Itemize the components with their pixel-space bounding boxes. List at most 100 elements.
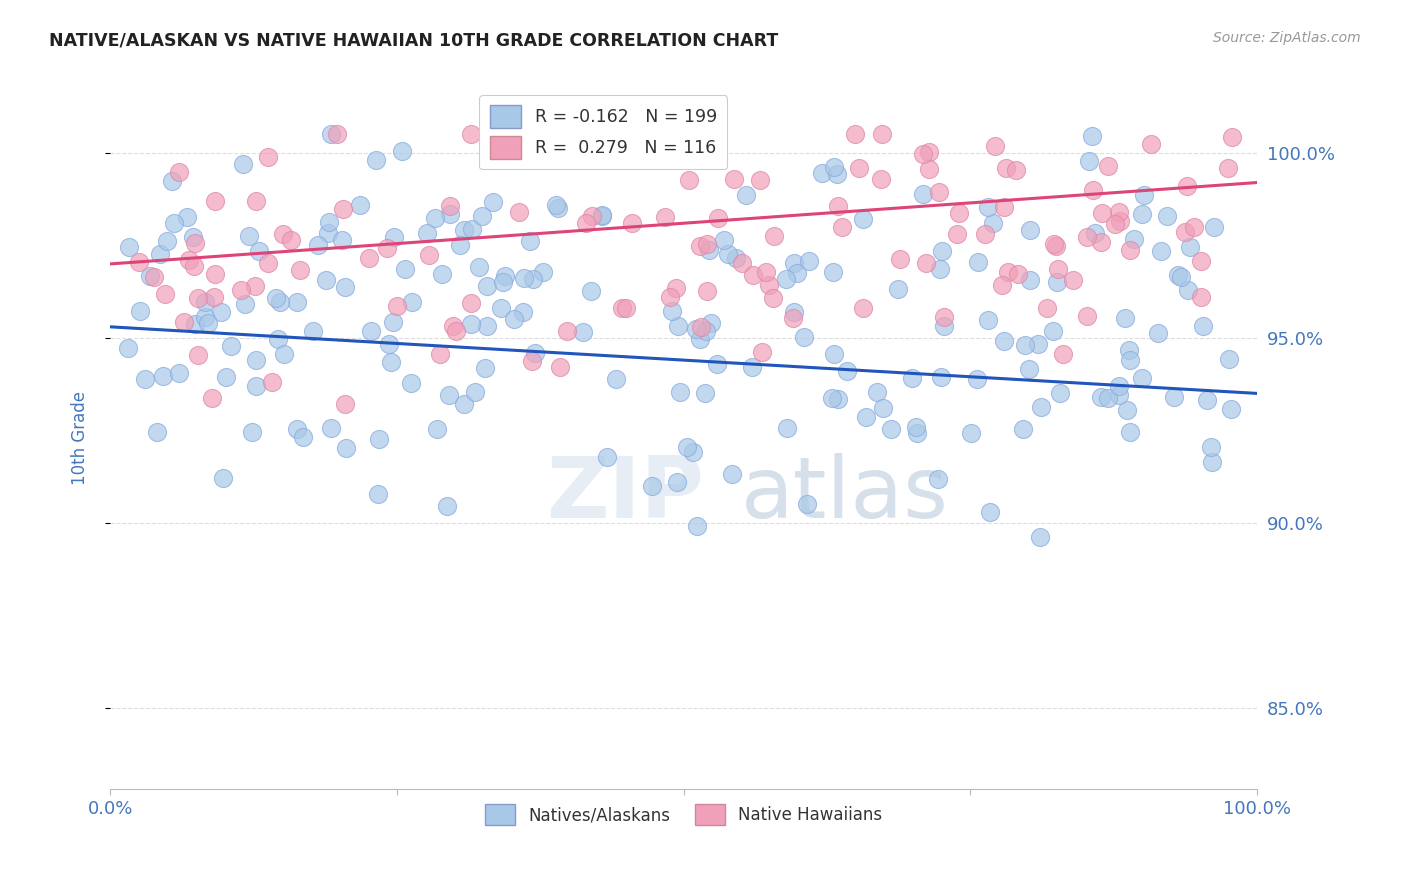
Point: [460, 128, 482, 142]
Point: [974, 227, 997, 241]
Point: [912, 146, 935, 161]
Point: [823, 346, 845, 360]
Point: [316, 226, 339, 240]
Point: [367, 487, 389, 501]
Point: [357, 251, 380, 265]
Point: [401, 294, 423, 309]
Point: [793, 330, 815, 344]
Point: [367, 433, 389, 447]
Point: [149, 247, 172, 261]
Point: [245, 379, 267, 393]
Point: [682, 445, 704, 459]
Point: [155, 286, 177, 301]
Point: [697, 243, 720, 257]
Point: [436, 500, 458, 514]
Point: [401, 376, 423, 391]
Point: [1201, 455, 1223, 469]
Text: atlas: atlas: [741, 452, 949, 535]
Point: [620, 216, 643, 230]
Point: [1014, 338, 1036, 352]
Point: [581, 210, 603, 224]
Point: [468, 260, 491, 274]
Point: [1192, 318, 1215, 333]
Point: [731, 256, 754, 270]
Point: [474, 361, 496, 376]
Point: [1132, 207, 1154, 221]
Point: [749, 173, 772, 187]
Point: [382, 315, 405, 329]
Point: [152, 369, 174, 384]
Point: [471, 209, 494, 223]
Point: [623, 128, 645, 142]
Point: [946, 227, 969, 242]
Point: [1004, 163, 1026, 178]
Point: [572, 326, 595, 340]
Point: [596, 450, 619, 464]
Point: [349, 197, 371, 211]
Point: [547, 201, 569, 215]
Point: [723, 171, 745, 186]
Point: [183, 318, 205, 332]
Point: [1216, 161, 1239, 176]
Point: [734, 187, 756, 202]
Point: [290, 262, 312, 277]
Point: [394, 262, 416, 277]
Point: [602, 144, 624, 158]
Point: [555, 324, 578, 338]
Point: [512, 128, 534, 142]
Point: [1202, 219, 1225, 234]
Text: NATIVE/ALASKAN VS NATIVE HAWAIIAN 10TH GRADE CORRELATION CHART: NATIVE/ALASKAN VS NATIVE HAWAIIAN 10TH G…: [49, 31, 779, 49]
Point: [831, 219, 853, 234]
Point: [128, 254, 150, 268]
Point: [579, 284, 602, 298]
Point: [929, 370, 952, 384]
Point: [1218, 351, 1240, 366]
Point: [1104, 217, 1126, 231]
Point: [143, 270, 166, 285]
Point: [725, 251, 748, 265]
Point: [889, 252, 911, 266]
Point: [508, 204, 530, 219]
Point: [977, 200, 1000, 214]
Point: [827, 199, 849, 213]
Point: [707, 211, 730, 226]
Point: [197, 316, 219, 330]
Point: [689, 332, 711, 346]
Point: [696, 237, 718, 252]
Point: [905, 420, 928, 434]
Point: [238, 228, 260, 243]
Point: [204, 194, 226, 209]
Point: [1114, 311, 1136, 326]
Point: [183, 260, 205, 274]
Point: [391, 145, 413, 159]
Point: [380, 355, 402, 369]
Point: [439, 199, 461, 213]
Point: [1119, 352, 1142, 367]
Point: [713, 233, 735, 247]
Point: [531, 265, 554, 279]
Point: [177, 252, 200, 267]
Point: [176, 210, 198, 224]
Point: [360, 324, 382, 338]
Point: [685, 322, 707, 336]
Point: [439, 207, 461, 221]
Point: [333, 396, 356, 410]
Point: [173, 315, 195, 329]
Point: [1080, 128, 1102, 143]
Point: [782, 305, 804, 319]
Point: [852, 212, 875, 227]
Point: [1049, 386, 1071, 401]
Point: [1018, 223, 1040, 237]
Point: [695, 325, 717, 339]
Point: [523, 346, 546, 360]
Point: [233, 297, 256, 311]
Point: [429, 347, 451, 361]
Point: [332, 202, 354, 217]
Point: [835, 364, 858, 378]
Point: [696, 284, 718, 298]
Point: [997, 264, 1019, 278]
Point: [273, 347, 295, 361]
Point: [671, 128, 693, 142]
Point: [1130, 370, 1153, 384]
Point: [229, 283, 252, 297]
